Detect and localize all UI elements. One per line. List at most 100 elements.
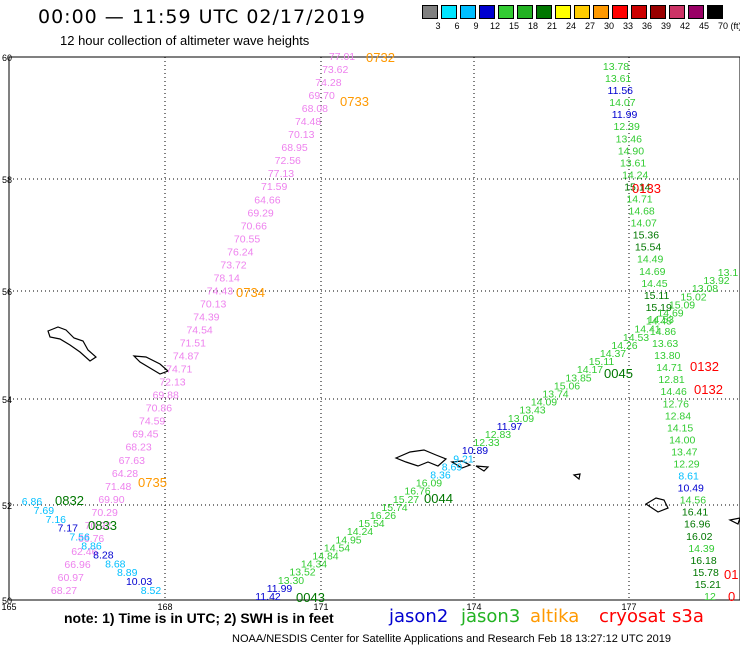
legend-swatch [555,5,571,19]
altika-value: 74.39 [193,311,219,323]
jason3-east-value: 14.69 [639,266,665,278]
grid-lines [9,57,740,600]
pass-time-label: 0832 [55,493,84,508]
jason3-diag-value: 13.09 [508,413,534,425]
pass-time-label: 0132 [694,382,723,397]
legend-swatch [707,5,723,19]
jason3-diag-value: 16.76 [404,486,430,498]
jason3-diag-value: 15.27 [393,494,419,506]
small-island-east [572,473,581,481]
jason3-diag-value: 14.45 [646,316,672,328]
pass-time-label: 0045 [604,366,633,381]
satellite-name: s3a [672,606,704,627]
jason3-west-value: 8.28 [93,549,114,561]
altika-value: 73.62 [322,64,348,76]
legend-label: 3 [435,21,441,31]
legend-swatch [688,5,704,19]
jason3-east-value: 14.56 [680,495,706,507]
lon-tick-label: 174 [466,602,481,612]
jason3-east-value: 14.00 [669,434,695,446]
legend-label: 21 [546,21,557,31]
jason3-east-value: 15.14 [624,181,650,193]
jason3-diag-value: 15.74 [381,502,407,514]
legend-swatch [479,5,495,19]
jason3-diag-value: 11.99 [267,583,293,595]
altika-value: 70.92 [85,520,111,532]
jason3-east-value: 13.61 [620,157,646,169]
pass-time-labels: 0732 0733 0734 0735 0832 0833 0044 0045 0043 0133… [55,50,738,605]
altika-value: 68.27 [51,585,77,597]
jason3-east-value: 16.18 [690,555,716,567]
jason3-east-value: 13.63 [652,338,678,350]
altika-value: 74.59 [139,416,165,428]
altika-value: 72.13 [159,377,185,389]
legend-label: 45 [698,21,709,31]
jason3-east-value: 14.24 [622,169,648,181]
legend-label: 15 [508,21,519,31]
altika-value: 74.54 [186,325,212,337]
jason3-east-value: 15.78 [693,567,719,579]
legend-swatch [536,5,552,19]
jason3-diag-value: 13.92 [703,275,729,287]
lon-tick-label: 165 [1,602,16,612]
jason3-east-value: 13.80 [654,350,680,362]
jason3-west-value: 10.03 [126,576,152,588]
jason3-diag-value: 14.41 [634,324,660,336]
jason3-diag-value: 13.85 [565,372,591,384]
jason3-east-value: 12.39 [614,121,640,133]
jason3-diag-value: 11.42 [255,591,281,603]
satellite-name: jason3 [461,606,521,627]
jason3-diag-value: 15.09 [669,299,695,311]
footer-credit: NOAA/NESDIS Center for Satellite Applica… [232,633,672,645]
altika-value: 77.01 [329,51,355,63]
jason3-east-value: 16.96 [684,519,710,531]
altika-value: 68.95 [281,142,307,154]
pass-time-label: 01 [724,567,738,582]
jason3-diag-value: 11.97 [497,421,523,433]
jason3-diag-value: 8.69 [442,461,463,473]
lat-tick-label: 54 [2,395,12,405]
jason3-diag-value: 15.02 [680,291,706,303]
jason3-diag-value: 15.06 [554,380,580,392]
lon-tick-label: 171 [313,602,328,612]
satellite-name: cryosat [599,606,666,627]
legend-label: 12 [489,21,500,31]
lat-tick-label: 56 [2,287,12,297]
legend-swatch [669,5,685,19]
jason3-east-value: 14.45 [641,278,667,290]
altika-value: 64.28 [112,468,138,480]
jason3-diag-value: 14.84 [312,551,338,563]
legend-label: 24 [565,21,576,31]
jason3-east-value: 11.56 [608,85,634,97]
jason3-east-value: 15.21 [695,579,721,591]
jason3-diag-value: 14.37 [600,348,626,360]
altika-value: 69.70 [309,90,335,102]
legend-swatch [574,5,590,19]
jason3-diag-value: 9.21 [453,453,474,465]
altika-value: 70.29 [92,507,118,519]
legend-swatch [593,5,609,19]
lat-tick-label: 50 [2,596,12,606]
altika-value: 66.96 [64,559,90,571]
legend-swatch [460,5,476,19]
altika-value: 69.29 [247,207,273,219]
jason3-east-value: 14.39 [688,543,714,555]
jason3-diag-value: 14.53 [623,332,649,344]
legend-label: 9 [473,21,479,31]
altika-value: 69.90 [98,494,124,506]
legend-label: 27 [584,21,595,31]
pass-time-label: 0043 [296,590,325,605]
page-title: 00:00 — 11:59 UTC 02/17/2019 [38,6,366,28]
jason3-diag-value: 14.54 [324,542,350,554]
jason3-east-value: 14.15 [667,422,693,434]
jason3-diag-value: 14.09 [531,397,557,409]
jason3-east-value: 12.84 [665,410,691,422]
altika-value: 76.24 [227,246,253,258]
jason3-diag-value: 12.83 [485,429,511,441]
jason3-east-value: 12.29 [673,459,699,471]
jason3-diag-value: 14.17 [577,364,603,376]
altika-value: 77.13 [268,168,294,180]
jason3-east-value: 13.78 [603,61,629,73]
lat-tick-label: 60 [2,53,12,63]
